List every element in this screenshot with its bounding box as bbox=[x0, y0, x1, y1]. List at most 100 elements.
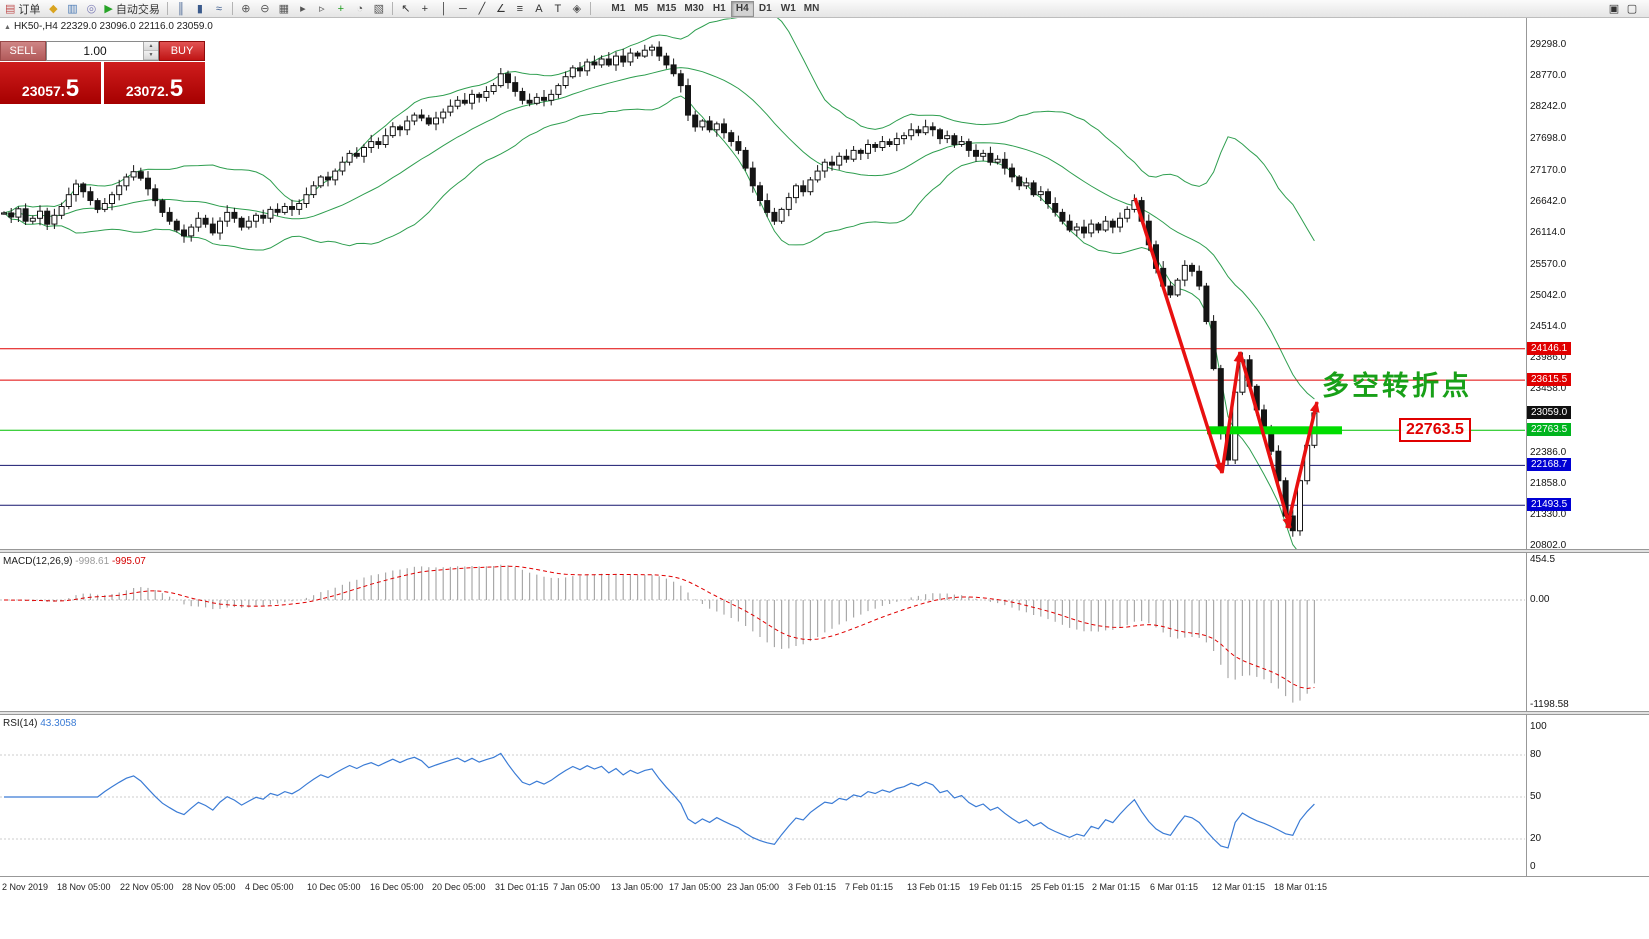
price-axis-border bbox=[1526, 18, 1527, 877]
zoom-out-icon-glyph: ⊖ bbox=[260, 2, 270, 15]
profiles-icon[interactable]: ▢ bbox=[1623, 1, 1641, 17]
time-axis-label: 13 Jan 05:00 bbox=[611, 882, 664, 892]
buy-button[interactable]: BUY bbox=[159, 41, 205, 61]
indicators-button[interactable]: + bbox=[332, 1, 350, 17]
trendline-icon-glyph: ╱ bbox=[478, 2, 486, 15]
line-chart-icon[interactable]: ≈ bbox=[210, 1, 228, 17]
sell-price-panel[interactable]: 23057. 5 bbox=[0, 62, 101, 104]
panel-separator[interactable] bbox=[0, 549, 1649, 553]
timeframe-button-m30[interactable]: M30 bbox=[684, 3, 704, 14]
buy-price: 23072. bbox=[125, 82, 169, 99]
price-axis-label: 23986.0 bbox=[1530, 352, 1567, 364]
tile-windows-icon[interactable]: ▦ bbox=[275, 1, 293, 17]
autotrading-glyph: ▶ bbox=[104, 2, 113, 15]
chart-symbol-label: ▲ HK50-,H4 22329.0 23096.0 22116.0 23059.… bbox=[4, 21, 213, 32]
macd-axis-label: -1198.58 bbox=[1530, 699, 1569, 710]
timeframe-button-h1[interactable]: H1 bbox=[712, 3, 726, 14]
price-axis-label: 24514.0 bbox=[1530, 321, 1567, 333]
zoom-in-icon[interactable]: ⊕ bbox=[237, 1, 255, 17]
terminal-icon[interactable]: ▥ bbox=[63, 1, 81, 17]
price-axis-label: 27698.0 bbox=[1530, 133, 1567, 145]
time-axis-label: 12 Mar 01:15 bbox=[1212, 882, 1266, 892]
text-tool-icon-glyph: A bbox=[535, 2, 543, 15]
cursor-icon-glyph: ↖ bbox=[401, 2, 411, 15]
symbol-ohlc-text: HK50-,H4 22329.0 23096.0 22116.0 23059.0 bbox=[13, 21, 213, 32]
auto-scroll-icon[interactable]: ▸ bbox=[294, 1, 312, 17]
new-order-glyph: ▤ bbox=[5, 2, 16, 15]
strategy-tester-icon-glyph: ◎ bbox=[86, 2, 97, 15]
label-tool-icon[interactable]: T bbox=[549, 1, 567, 17]
timeframe-button-mn[interactable]: MN bbox=[803, 3, 820, 14]
timeframe-button-d1[interactable]: D1 bbox=[758, 3, 772, 14]
volume-input[interactable]: 1.00 bbox=[83, 44, 107, 58]
price-tag: 22763.5 bbox=[1527, 423, 1572, 437]
horizontal-line-icon[interactable]: ─ bbox=[454, 1, 472, 17]
vertical-line-icon[interactable]: │ bbox=[435, 1, 453, 17]
time-axis-label: 22 Nov 05:00 bbox=[120, 882, 174, 892]
rsi-name: RSI(14) bbox=[3, 718, 38, 729]
zoom-out-icon[interactable]: ⊖ bbox=[256, 1, 274, 17]
time-axis-label: 18 Nov 05:00 bbox=[57, 882, 111, 892]
price-axis-label: 28770.0 bbox=[1530, 70, 1567, 82]
buy-price-panel[interactable]: 23072. 5 bbox=[104, 62, 205, 104]
crosshair-icon-glyph: + bbox=[421, 2, 429, 15]
timeframe-button-m1[interactable]: M1 bbox=[611, 3, 626, 14]
symbol-marker-icon: ▲ bbox=[4, 24, 11, 31]
rsi-label: RSI(14) 43.3058 bbox=[3, 718, 76, 729]
macd-label: MACD(12,26,9) -998.61 -995.07 bbox=[3, 556, 146, 567]
bar-chart-icon[interactable]: ║ bbox=[172, 1, 190, 17]
toolbar-separator bbox=[166, 2, 168, 15]
shapes-dropdown[interactable]: ◈ bbox=[568, 1, 586, 17]
new-order-button[interactable]: ▤ 订单 bbox=[2, 1, 43, 17]
channel-icon-glyph: ∠ bbox=[495, 2, 506, 15]
panel-separator[interactable] bbox=[0, 711, 1649, 715]
new-chart-window-icon-glyph: ▣ bbox=[1608, 2, 1620, 15]
cursor-icon[interactable]: ↖ bbox=[397, 1, 415, 17]
mql-market-icon[interactable]: ◆ bbox=[44, 1, 62, 17]
macd-name: MACD(12,26,9) bbox=[3, 556, 73, 567]
macd-indicator-panel[interactable] bbox=[0, 553, 1525, 711]
strategy-tester-icon[interactable]: ◎ bbox=[82, 1, 100, 17]
timeframe-button-h4[interactable]: H4 bbox=[730, 0, 754, 17]
price-axis-label: 21858.0 bbox=[1530, 477, 1567, 489]
price-axis-label: 23458.0 bbox=[1530, 383, 1567, 395]
timeframe-button-m15[interactable]: M15 bbox=[656, 3, 677, 14]
shapes-dropdown-glyph: ◈ bbox=[572, 2, 582, 15]
mql-market-icon-glyph: ◆ bbox=[49, 2, 58, 15]
time-axis: 2 Nov 2019 18 Nov 05:00 22 Nov 05:00 28 Nov… bbox=[0, 877, 1649, 939]
time-axis-label: 6 Mar 01:15 bbox=[1150, 882, 1199, 892]
time-axis-label: 19 Feb 01:15 bbox=[969, 882, 1023, 892]
timeframe-button-m5[interactable]: M5 bbox=[634, 3, 649, 14]
volume-up-button[interactable]: ▲ bbox=[144, 42, 158, 51]
sell-button[interactable]: SELL bbox=[0, 41, 46, 61]
price-tag: 22168.7 bbox=[1527, 458, 1572, 472]
turning-point-annotation: 多空转折点 bbox=[1322, 371, 1472, 401]
main-price-chart[interactable] bbox=[0, 18, 1525, 550]
volume-down-button[interactable]: ▼ bbox=[144, 51, 158, 60]
new-order-button-label: 订单 bbox=[18, 3, 41, 16]
timeframe-button-w1[interactable]: W1 bbox=[780, 3, 796, 14]
rsi-value: 43.3058 bbox=[40, 718, 77, 729]
rsi-axis-label: 20 bbox=[1530, 833, 1542, 844]
volume-box: 1.00 ▲ ▼ bbox=[46, 41, 159, 61]
chart-shift-icon[interactable]: ▹ bbox=[313, 1, 331, 17]
price-axis-label: 26642.0 bbox=[1530, 195, 1567, 207]
rsi-indicator-panel[interactable] bbox=[0, 715, 1525, 876]
new-chart-window-icon[interactable]: ▣ bbox=[1605, 1, 1623, 17]
label-tool-icon-glyph: T bbox=[554, 2, 562, 15]
text-tool-icon[interactable]: A bbox=[530, 1, 548, 17]
trade-panel-top-row: SELL 1.00 ▲ ▼ BUY bbox=[0, 41, 205, 61]
channel-icon[interactable]: ∠ bbox=[492, 1, 510, 17]
fibonacci-icon[interactable]: ≡ bbox=[511, 1, 529, 17]
trendline-icon[interactable]: ╱ bbox=[473, 1, 491, 17]
price-tag: 21493.5 bbox=[1527, 498, 1572, 512]
rsi-axis-label: 80 bbox=[1530, 749, 1542, 760]
autotrading-button[interactable]: ▶ 自动交易 bbox=[101, 1, 162, 17]
crosshair-icon[interactable]: + bbox=[416, 1, 434, 17]
templates-button[interactable]: ▧ bbox=[370, 1, 388, 17]
periods-button[interactable]: ◔ bbox=[351, 1, 369, 17]
price-axis-label: 26114.0 bbox=[1530, 226, 1566, 238]
candlestick-chart-icon[interactable]: ▮ bbox=[191, 1, 209, 17]
profiles-icon-glyph: ▢ bbox=[1626, 2, 1638, 15]
